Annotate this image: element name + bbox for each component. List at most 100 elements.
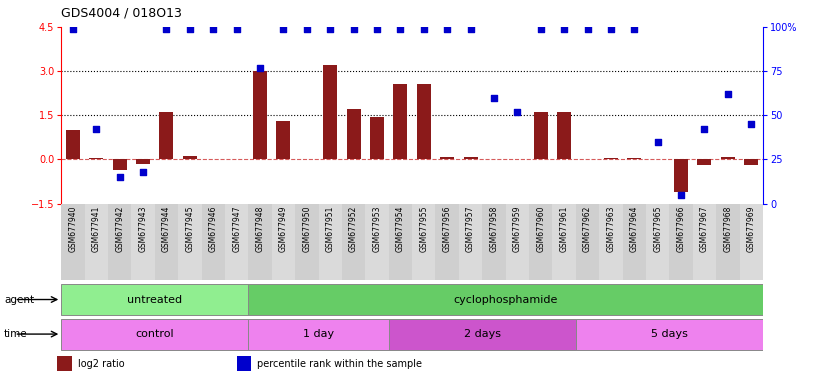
Bar — [417, 84, 431, 159]
Point — [136, 169, 149, 175]
Text: percentile rank within the sample: percentile rank within the sample — [257, 359, 422, 369]
Text: GSM677961: GSM677961 — [560, 206, 569, 252]
Bar — [576, 204, 599, 280]
Bar — [277, 121, 290, 159]
Text: time: time — [4, 329, 28, 339]
Text: GSM677942: GSM677942 — [115, 206, 124, 252]
Point — [557, 26, 570, 32]
Point — [66, 26, 79, 32]
Point — [417, 26, 430, 32]
Bar — [744, 159, 758, 165]
Point — [230, 26, 243, 32]
Text: GSM677940: GSM677940 — [69, 206, 78, 252]
Bar — [89, 158, 104, 159]
Bar — [388, 204, 412, 280]
Bar — [248, 319, 388, 349]
Point — [628, 26, 641, 32]
Point — [160, 26, 173, 32]
Bar — [459, 204, 482, 280]
Bar — [253, 71, 267, 159]
Bar — [248, 284, 763, 315]
Bar — [113, 159, 126, 170]
Text: GSM677952: GSM677952 — [349, 206, 358, 252]
Bar — [272, 204, 295, 280]
Bar — [463, 157, 477, 159]
Bar — [66, 130, 80, 159]
Text: GSM677965: GSM677965 — [653, 206, 663, 252]
Point — [581, 26, 594, 32]
Text: GSM677955: GSM677955 — [419, 206, 428, 252]
Point — [347, 26, 360, 32]
Point — [698, 126, 711, 132]
Bar — [739, 204, 763, 280]
Point — [90, 126, 103, 132]
Text: GSM677960: GSM677960 — [536, 206, 545, 252]
Bar — [534, 112, 548, 159]
Text: GSM677943: GSM677943 — [139, 206, 148, 252]
Text: GSM677941: GSM677941 — [91, 206, 101, 252]
Bar — [482, 204, 506, 280]
Bar — [237, 356, 251, 371]
Text: GSM677946: GSM677946 — [209, 206, 218, 252]
Bar — [248, 204, 272, 280]
Bar — [225, 204, 248, 280]
Bar — [318, 204, 342, 280]
Point — [511, 109, 524, 115]
Bar — [370, 117, 384, 159]
Point — [487, 94, 500, 101]
Bar — [506, 204, 529, 280]
Point — [184, 26, 197, 32]
Bar — [342, 204, 366, 280]
Bar — [557, 112, 571, 159]
Bar — [61, 204, 85, 280]
Text: GSM677968: GSM677968 — [723, 206, 733, 252]
Text: GSM677963: GSM677963 — [606, 206, 615, 252]
Point — [324, 26, 337, 32]
Text: control: control — [135, 329, 174, 339]
Bar — [155, 204, 178, 280]
Bar — [295, 204, 318, 280]
Bar — [440, 157, 455, 159]
Point — [277, 26, 290, 32]
Text: GSM677951: GSM677951 — [326, 206, 335, 252]
Text: 2 days: 2 days — [463, 329, 501, 339]
Point — [675, 192, 688, 198]
Text: GSM677949: GSM677949 — [279, 206, 288, 252]
Bar — [669, 204, 693, 280]
Bar — [347, 109, 361, 159]
Text: 5 days: 5 days — [651, 329, 688, 339]
Bar — [412, 204, 436, 280]
Bar — [552, 204, 576, 280]
Bar — [61, 319, 248, 349]
Point — [370, 26, 384, 32]
Bar — [393, 84, 407, 159]
Text: GSM677964: GSM677964 — [630, 206, 639, 252]
Bar — [599, 204, 623, 280]
Point — [254, 65, 267, 71]
Text: GSM677948: GSM677948 — [255, 206, 264, 252]
Text: GSM677953: GSM677953 — [372, 206, 382, 252]
Bar — [674, 159, 688, 192]
Text: 1 day: 1 day — [303, 329, 334, 339]
Bar — [202, 204, 225, 280]
Point — [721, 91, 734, 97]
Bar — [131, 204, 155, 280]
Point — [605, 26, 618, 32]
Bar — [57, 356, 72, 371]
Bar — [323, 65, 337, 159]
Text: GSM677959: GSM677959 — [512, 206, 522, 252]
Text: GSM677958: GSM677958 — [490, 206, 499, 252]
Bar — [136, 159, 150, 164]
Text: GSM677967: GSM677967 — [700, 206, 709, 252]
Bar — [698, 159, 712, 165]
Text: GSM677966: GSM677966 — [676, 206, 685, 252]
Point — [113, 174, 126, 180]
Text: GSM677956: GSM677956 — [442, 206, 452, 252]
Text: GSM677950: GSM677950 — [302, 206, 312, 252]
Point — [206, 26, 220, 32]
Bar — [716, 204, 739, 280]
Bar — [85, 204, 108, 280]
Point — [534, 26, 548, 32]
Point — [441, 26, 454, 32]
Bar — [366, 204, 388, 280]
